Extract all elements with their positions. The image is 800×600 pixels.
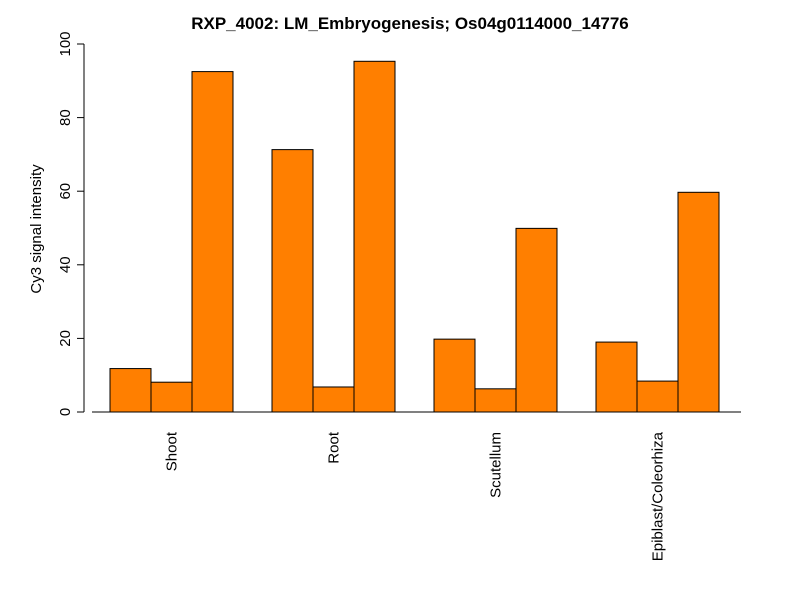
y-tick-label: 0	[57, 408, 74, 416]
y-tick-label: 20	[57, 330, 74, 347]
y-axis-ticks: 0 20 40 60 80 100	[57, 31, 84, 416]
bar-scutellum-2	[474, 388, 517, 413]
bar-scutellum-3	[515, 227, 558, 413]
y-tick-label: 100	[57, 31, 74, 56]
bar-shoot-1	[109, 368, 152, 413]
bar-root-3	[353, 60, 396, 413]
bar-shoot-3	[191, 71, 234, 413]
y-tick-label: 60	[57, 183, 74, 200]
x-tick-label: Shoot	[164, 431, 181, 471]
x-axis-labels: Shoot Root Scutellum Epiblast/Coleorhiza	[164, 431, 667, 561]
bar-root-1	[271, 149, 314, 413]
x-tick-label: Root	[326, 431, 343, 464]
bar-root-2	[312, 386, 355, 413]
bars-group	[109, 60, 720, 413]
y-tick-label: 80	[57, 109, 74, 126]
bar-epiblast-coleorhiza-2	[636, 380, 679, 413]
x-tick-label: Scutellum	[488, 432, 505, 498]
chart-title: RXP_4002: LM_Embryogenesis; Os04g0114000…	[191, 14, 629, 33]
bar-epiblast-coleorhiza-1	[595, 341, 638, 413]
y-axis-label: Cy3 signal intensity	[28, 164, 45, 294]
bar-shoot-2	[150, 381, 193, 413]
bar-epiblast-coleorhiza-3	[677, 191, 720, 413]
x-tick-label: Epiblast/Coleorhiza	[650, 431, 667, 561]
y-tick-label: 40	[57, 256, 74, 273]
bar-scutellum-1	[433, 338, 476, 413]
